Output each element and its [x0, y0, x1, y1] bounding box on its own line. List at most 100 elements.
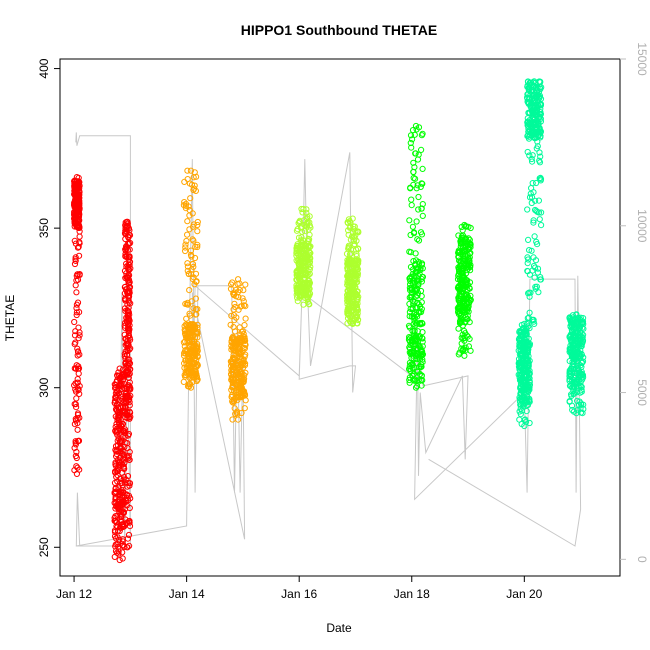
data-point [187, 195, 194, 202]
data-point [463, 280, 470, 287]
x-tick-label: Jan 18 [394, 587, 430, 601]
data-point [181, 350, 188, 357]
data-points [71, 78, 587, 564]
data-point [419, 329, 426, 336]
data-point [76, 252, 83, 259]
data-point [112, 484, 119, 491]
data-point [76, 332, 83, 339]
data-point [529, 152, 536, 159]
data-point [236, 324, 243, 331]
data-point [466, 279, 474, 286]
data-point [296, 292, 303, 299]
data-point [194, 243, 201, 251]
data-point [193, 173, 200, 180]
data-point [242, 281, 249, 288]
data-point [466, 259, 473, 266]
data-point [125, 266, 132, 273]
data-point [524, 401, 531, 408]
data-point [241, 345, 248, 352]
data-point [406, 376, 413, 384]
data-point [183, 330, 190, 337]
data-point [537, 177, 544, 184]
data-point [187, 251, 195, 259]
data-point [346, 251, 354, 258]
data-point [408, 196, 415, 203]
data-point [412, 342, 419, 349]
data-point [121, 353, 128, 360]
data-point [188, 298, 195, 305]
data-point [537, 153, 544, 160]
data-point [461, 221, 468, 229]
data-point [185, 368, 192, 375]
data-point [520, 366, 527, 373]
chart-title: HIPPO1 Southbound THETAE [241, 22, 438, 38]
data-point [242, 303, 249, 310]
data-point [181, 372, 188, 379]
y-left-tick-label: 350 [37, 218, 51, 238]
data-point [466, 257, 473, 264]
data-point [190, 186, 197, 194]
data-point [180, 339, 187, 346]
data-point [294, 298, 301, 305]
data-point [418, 376, 425, 383]
data-point [577, 405, 584, 412]
data-point [74, 376, 81, 383]
data-point [524, 267, 531, 275]
data-point [298, 279, 305, 286]
data-point [122, 404, 129, 411]
data-point [412, 175, 419, 182]
data-point [187, 384, 194, 391]
data-point [345, 244, 352, 251]
data-point [71, 401, 78, 408]
data-point [529, 108, 537, 115]
data-point [411, 317, 418, 324]
data-point [229, 398, 236, 405]
data-point [184, 218, 191, 225]
data-point [114, 417, 121, 424]
data-point [515, 360, 522, 367]
data-point [127, 336, 134, 343]
data-point [184, 338, 191, 345]
data-point [518, 355, 525, 362]
data-point [124, 314, 131, 321]
data-point [412, 122, 420, 130]
data-point [517, 411, 524, 418]
data-point [298, 247, 306, 254]
data-point [297, 253, 304, 260]
data-point [235, 416, 242, 423]
data-point [125, 518, 132, 525]
data-point [531, 274, 538, 281]
data-point [194, 241, 201, 248]
data-point [121, 426, 129, 433]
data-point [112, 543, 119, 550]
data-point [306, 219, 313, 226]
data-point [191, 370, 198, 377]
data-point [415, 377, 422, 384]
x-tick-label: Jan 20 [506, 587, 542, 601]
data-point [414, 383, 421, 390]
data-point [531, 320, 538, 327]
data-point [538, 222, 545, 229]
data-point [410, 277, 417, 284]
data-point [461, 293, 468, 300]
data-point [352, 228, 359, 235]
data-point [124, 519, 131, 526]
data-point [520, 377, 527, 384]
data-point [533, 283, 541, 290]
data-point [344, 281, 351, 289]
data-point [71, 341, 78, 348]
data-point [74, 271, 81, 278]
data-point [181, 199, 188, 206]
data-point [187, 247, 195, 254]
data-point [409, 127, 417, 134]
data-point [127, 385, 134, 392]
data-point [125, 371, 132, 378]
data-point [303, 206, 310, 213]
data-point [352, 274, 359, 281]
data-point [299, 209, 306, 216]
data-point [184, 176, 191, 183]
data-point [346, 255, 353, 262]
data-point [303, 209, 310, 216]
x-tick-label: Jan 14 [169, 587, 205, 601]
data-point [348, 287, 355, 294]
